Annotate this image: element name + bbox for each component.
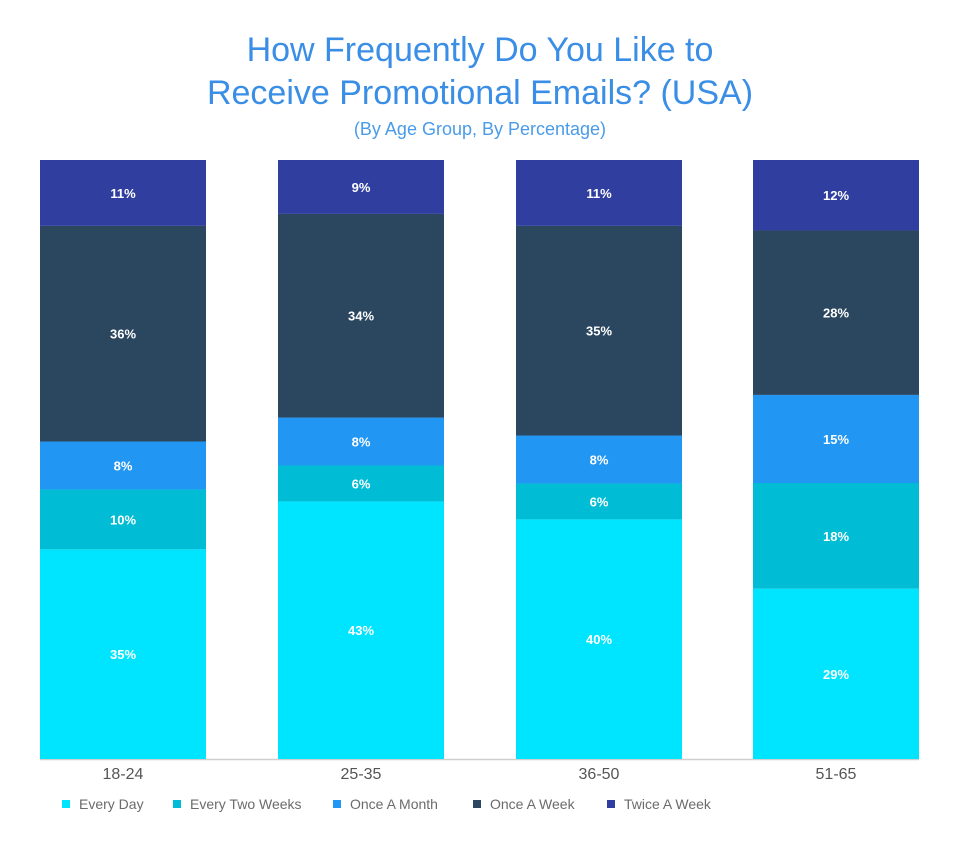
data-label: 29% bbox=[823, 667, 849, 682]
data-label: 6% bbox=[352, 476, 371, 491]
legend-label: Every Day bbox=[79, 796, 144, 812]
data-label: 10% bbox=[110, 512, 136, 527]
x-tick-label: 51-65 bbox=[816, 766, 857, 783]
legend-label: Every Two Weeks bbox=[190, 796, 302, 812]
data-label: 40% bbox=[586, 632, 612, 647]
data-label: 35% bbox=[110, 647, 136, 662]
legend-label: Once A Week bbox=[490, 796, 575, 812]
data-label: 8% bbox=[590, 453, 609, 468]
bar-segment-once-a-week-51-65 bbox=[753, 230, 919, 395]
bar-segment-every-day-36-50 bbox=[516, 519, 682, 759]
bar-segment-once-a-week-36-50 bbox=[516, 225, 682, 436]
chart-subtitle: (By Age Group, By Percentage) bbox=[353, 119, 607, 139]
bar-segment-once-a-month-18-24 bbox=[40, 441, 206, 490]
legend-swatch-icon bbox=[333, 800, 341, 808]
bar-segment-twice-a-week-51-65 bbox=[753, 160, 919, 231]
data-label: 11% bbox=[110, 186, 136, 201]
bar-segment-once-a-month-36-50 bbox=[516, 435, 682, 484]
x-tick-label: 18-24 bbox=[103, 766, 144, 783]
data-label: 9% bbox=[352, 180, 371, 195]
legend-swatch-icon bbox=[607, 800, 615, 808]
data-label: 6% bbox=[590, 494, 609, 509]
legend-swatch-icon bbox=[173, 800, 181, 808]
legend-swatch-icon bbox=[62, 800, 70, 808]
bar-segment-every-two-weeks-18-24 bbox=[40, 489, 206, 550]
bar-segment-once-a-week-18-24 bbox=[40, 225, 206, 442]
bar-segment-twice-a-week-18-24 bbox=[40, 160, 206, 226]
legend-item: Once A Month bbox=[333, 796, 438, 812]
legend-item: Every Two Weeks bbox=[173, 796, 302, 812]
data-label: 8% bbox=[114, 458, 133, 473]
data-label: 15% bbox=[823, 432, 849, 447]
data-label: 8% bbox=[352, 435, 371, 450]
bar-segment-every-day-18-24 bbox=[40, 549, 206, 759]
bar-segment-twice-a-week-25-35 bbox=[278, 160, 444, 214]
legend-item: Twice A Week bbox=[607, 796, 711, 812]
bar-segment-twice-a-week-36-50 bbox=[516, 160, 682, 226]
data-label: 28% bbox=[823, 306, 849, 321]
data-label: 36% bbox=[110, 327, 136, 342]
bar-segment-once-a-month-25-35 bbox=[278, 417, 444, 466]
data-label: 34% bbox=[348, 309, 374, 324]
legend-item: Once A Week bbox=[473, 796, 575, 812]
legend-label: Twice A Week bbox=[624, 796, 711, 812]
bar-segment-every-day-51-65 bbox=[753, 588, 919, 759]
legend-label: Once A Month bbox=[350, 796, 438, 812]
x-tick-label: 25-35 bbox=[341, 766, 382, 783]
bar-segment-once-a-week-25-35 bbox=[278, 213, 444, 418]
x-tick-label: 36-50 bbox=[579, 766, 620, 783]
data-label: 35% bbox=[586, 324, 612, 339]
chart-title-line-2: Receive Promotional Emails? (USA) bbox=[206, 74, 754, 112]
data-label: 12% bbox=[823, 188, 849, 203]
chart-title-line-1: How Frequently Do You Like to bbox=[246, 31, 714, 69]
bar-segment-once-a-month-51-65 bbox=[753, 394, 919, 483]
data-label: 43% bbox=[348, 623, 374, 638]
legend-item: Every Day bbox=[62, 796, 144, 812]
bar-segment-every-day-25-35 bbox=[278, 501, 444, 759]
bar-segment-every-two-weeks-36-50 bbox=[516, 483, 682, 520]
bar-segment-every-two-weeks-51-65 bbox=[753, 482, 919, 589]
legend-swatch-icon bbox=[473, 800, 481, 808]
data-label: 18% bbox=[823, 529, 849, 544]
data-label: 11% bbox=[586, 186, 612, 201]
bar-segment-every-two-weeks-25-35 bbox=[278, 465, 444, 502]
